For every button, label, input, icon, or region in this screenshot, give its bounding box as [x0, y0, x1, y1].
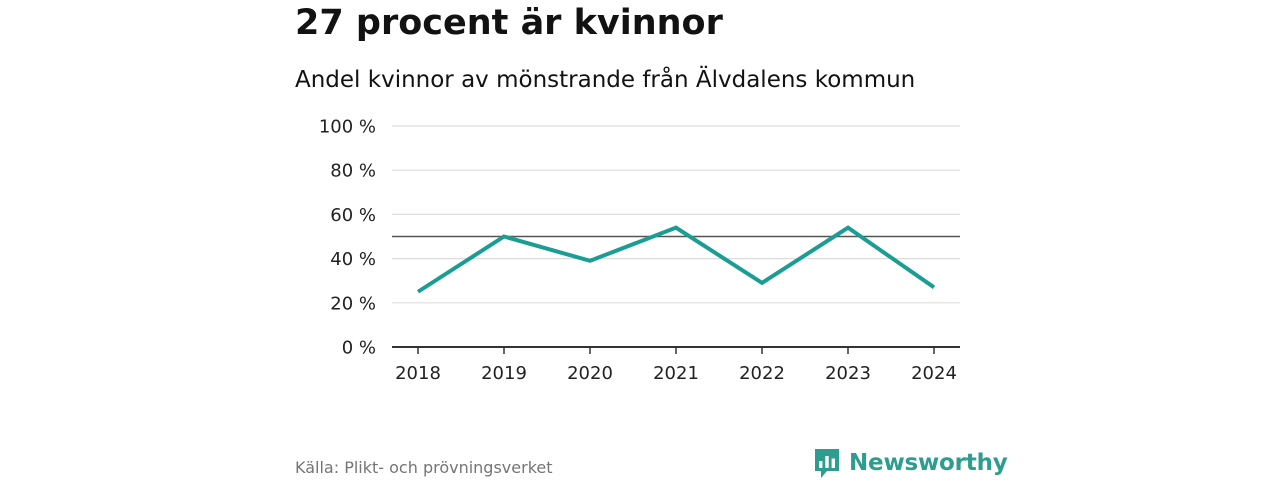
y-tick-label: 100 % — [319, 117, 376, 138]
data-point — [760, 281, 764, 285]
y-tick-label: 80 % — [330, 161, 376, 182]
series-line — [416, 225, 936, 294]
data-point — [932, 285, 936, 289]
x-tick-label: 2024 — [911, 363, 957, 384]
x-tick-label: 2022 — [739, 363, 785, 384]
x-tick-label: 2020 — [567, 363, 613, 384]
y-tick-label: 20 % — [330, 293, 376, 314]
chart-title: 27 procent är kvinnor — [295, 3, 723, 43]
y-tick-label: 60 % — [330, 205, 376, 226]
y-tick-label: 40 % — [330, 249, 376, 270]
x-tick-label: 2019 — [481, 363, 527, 384]
data-point — [588, 259, 592, 263]
chart-subtitle: Andel kvinnor av mönstrande från Älvdale… — [295, 67, 916, 93]
line-chart: 0 % 20 % 40 % 60 % 80 % 100 % 2018 2019 2020 2021… — [319, 117, 960, 384]
data-point — [502, 235, 506, 239]
x-tick-label: 2023 — [825, 363, 871, 384]
data-point — [674, 226, 678, 230]
brand-name: Newsworthy — [849, 450, 1008, 476]
y-tick-label: 0 % — [342, 338, 376, 359]
x-tick-label: 2018 — [395, 363, 441, 384]
bar-chart-speech-bubble-icon — [813, 447, 841, 479]
data-point — [846, 226, 850, 230]
x-tick-label: 2021 — [653, 363, 699, 384]
source-note: Källa: Plikt- och prövningsverket — [295, 458, 553, 477]
brand-logo: Newsworthy — [813, 446, 1008, 480]
data-point — [416, 290, 420, 294]
